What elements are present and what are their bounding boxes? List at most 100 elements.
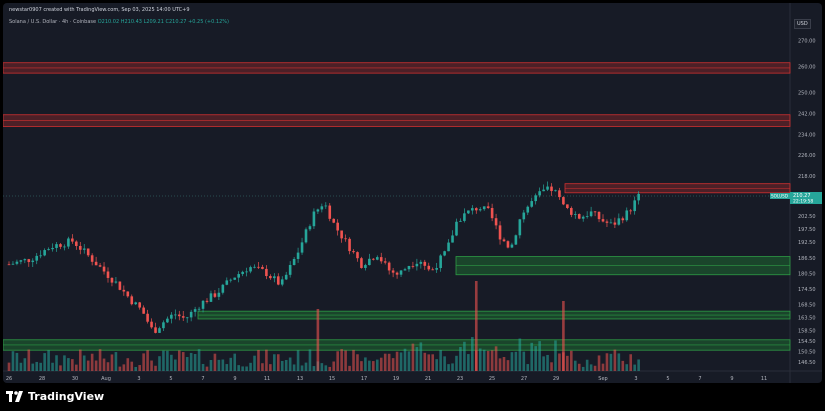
candle-body bbox=[566, 204, 569, 209]
candle-body bbox=[439, 255, 442, 269]
volume-bar bbox=[55, 355, 58, 371]
volume-bar bbox=[585, 359, 589, 371]
candle-body bbox=[102, 266, 106, 272]
volume-bar bbox=[494, 346, 498, 371]
volume-bar bbox=[292, 364, 296, 371]
volume-bar bbox=[288, 357, 292, 371]
volume-bar bbox=[490, 350, 494, 371]
volume-bar bbox=[31, 363, 35, 371]
candle-body bbox=[90, 255, 94, 262]
volume-bar bbox=[177, 350, 181, 371]
candle-body bbox=[558, 190, 561, 198]
candle-body bbox=[609, 222, 613, 224]
volume-bar bbox=[162, 350, 165, 371]
candle-body bbox=[621, 218, 625, 221]
candle-body bbox=[490, 208, 494, 219]
candle-body bbox=[35, 255, 39, 261]
candle-body bbox=[154, 327, 157, 333]
volume-bar bbox=[360, 361, 363, 371]
volume-bar bbox=[265, 349, 268, 371]
volume-bar bbox=[209, 359, 213, 371]
candle-body bbox=[332, 218, 336, 223]
candle-body bbox=[633, 200, 636, 212]
volume-bar bbox=[427, 354, 431, 371]
volume-bar bbox=[201, 363, 205, 371]
volume-bar bbox=[542, 356, 545, 371]
volume-bar bbox=[395, 351, 399, 371]
candle-body bbox=[47, 249, 50, 251]
candle-body bbox=[502, 239, 506, 242]
volume-bar bbox=[328, 366, 332, 371]
candle-body bbox=[213, 293, 217, 297]
volume-bar bbox=[403, 348, 407, 371]
candle-body bbox=[217, 292, 221, 297]
volume-bar bbox=[324, 365, 328, 371]
candle-body bbox=[455, 221, 458, 236]
candle-body bbox=[229, 279, 233, 281]
candle-body bbox=[554, 190, 557, 192]
volume-bar bbox=[27, 349, 31, 371]
volume-bar bbox=[554, 340, 557, 371]
candle-body bbox=[625, 210, 629, 221]
volume-bar bbox=[114, 352, 118, 371]
candle-body bbox=[399, 270, 403, 275]
volume-bar bbox=[570, 350, 573, 371]
volume-bar bbox=[11, 351, 15, 371]
volume-bar bbox=[237, 365, 240, 371]
y-tick-label: 186.50 bbox=[798, 256, 816, 262]
currency-button[interactable]: USD bbox=[794, 19, 811, 29]
volume-bar bbox=[344, 350, 347, 371]
volume-bar bbox=[447, 364, 450, 371]
candle-body bbox=[372, 258, 375, 260]
volume-bar bbox=[534, 346, 537, 371]
candle-body bbox=[55, 244, 58, 248]
volume-bar bbox=[86, 360, 90, 371]
candle-body bbox=[570, 208, 573, 215]
candle-body bbox=[530, 201, 534, 207]
close-value: C210.27 bbox=[165, 19, 187, 25]
x-tick-label: Sep bbox=[598, 376, 607, 382]
volume-bar bbox=[538, 341, 541, 371]
candle-body bbox=[265, 268, 268, 277]
high-value: H210.43 bbox=[120, 19, 142, 25]
candle-body bbox=[39, 255, 42, 257]
candle-body bbox=[158, 328, 161, 333]
candle-body bbox=[292, 258, 296, 266]
tradingview-logo[interactable]: TradingView bbox=[6, 390, 104, 403]
volume-bar bbox=[304, 362, 308, 371]
volume-bar bbox=[75, 364, 78, 371]
volume-bar bbox=[451, 363, 454, 371]
volume-bar bbox=[589, 364, 593, 371]
volume-bar bbox=[518, 338, 522, 371]
candle-body bbox=[395, 272, 399, 275]
volume-bar bbox=[526, 364, 530, 371]
candle-body bbox=[320, 206, 324, 210]
volume-bar bbox=[118, 366, 122, 371]
publisher-line: newstar0907 created with TradingView.com… bbox=[9, 7, 190, 13]
volume-bar bbox=[455, 355, 458, 371]
volume-bar bbox=[566, 355, 569, 371]
x-tick-label: 30 bbox=[72, 376, 78, 382]
volume-bar bbox=[134, 366, 138, 371]
candle-body bbox=[257, 266, 260, 268]
volume-bar bbox=[308, 349, 312, 371]
volume-bar bbox=[253, 355, 256, 371]
price-tag-ticker: SOLUSD bbox=[771, 194, 788, 199]
candle-body bbox=[122, 289, 126, 292]
candle-body bbox=[86, 248, 90, 256]
price-chart[interactable]: 270.00 260.00 250.00 242.00 234.00 226.00 218.… bbox=[3, 3, 822, 383]
volume-bar bbox=[352, 349, 355, 371]
x-tick-label: 11 bbox=[264, 376, 270, 382]
volume-bar bbox=[35, 361, 39, 371]
candle-body bbox=[431, 269, 435, 271]
volume-bar bbox=[122, 364, 126, 371]
x-tick-label: 7 bbox=[201, 376, 204, 382]
x-tick-label: 27 bbox=[521, 376, 527, 382]
candle-body bbox=[447, 242, 450, 252]
volume-bar bbox=[613, 349, 617, 371]
volume-bar bbox=[463, 341, 466, 371]
volume-bar bbox=[364, 357, 367, 371]
candle-body bbox=[459, 220, 462, 222]
x-tick-label: 3 bbox=[137, 376, 140, 382]
